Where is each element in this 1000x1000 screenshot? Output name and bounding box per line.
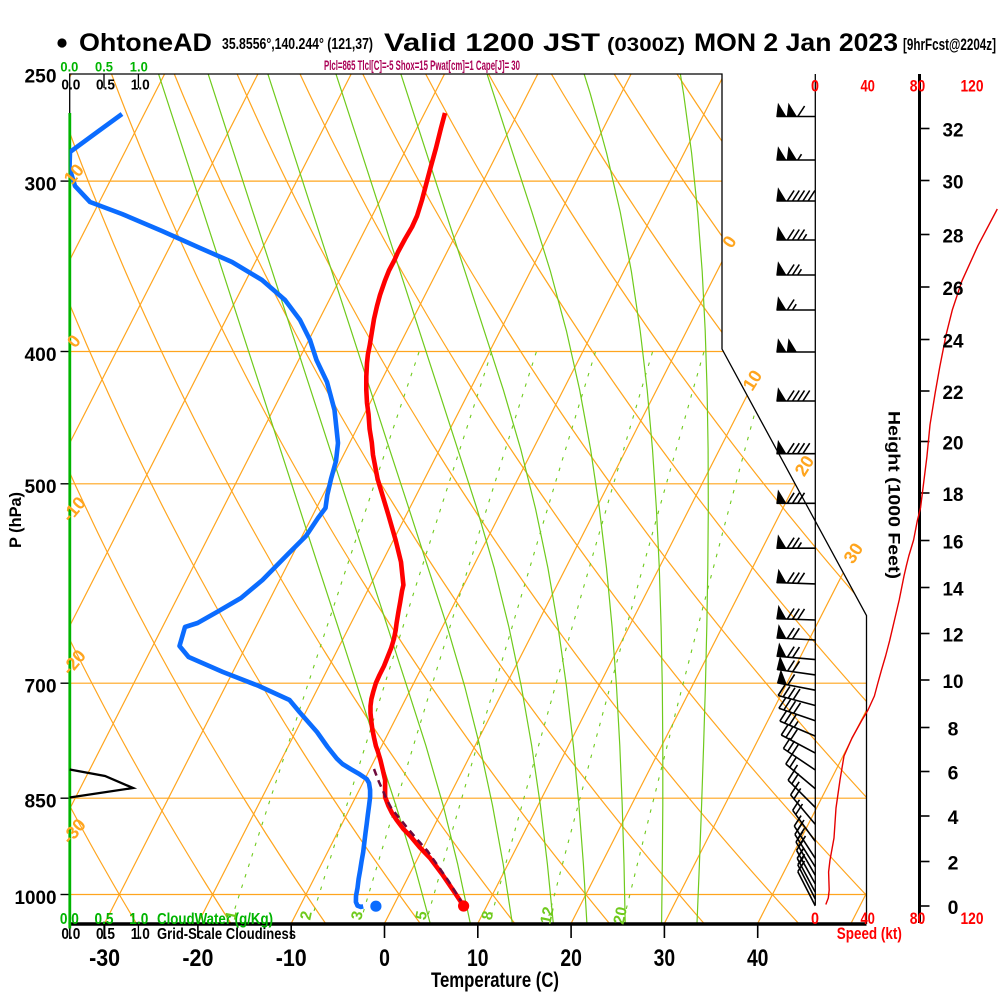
svg-text:8: 8 xyxy=(479,909,497,921)
svg-text:0.5: 0.5 xyxy=(95,911,114,928)
svg-text:Speed (kt): Speed (kt) xyxy=(837,924,902,943)
svg-text:20: 20 xyxy=(611,905,631,925)
svg-text:18: 18 xyxy=(943,485,964,506)
svg-text:5: 5 xyxy=(413,909,431,921)
svg-text:28: 28 xyxy=(943,227,964,248)
svg-text:0.0: 0.0 xyxy=(61,926,80,943)
svg-text:80: 80 xyxy=(910,76,926,95)
svg-text:12: 12 xyxy=(537,905,557,925)
svg-text:40: 40 xyxy=(860,909,875,928)
svg-text:Height (1000 Feet): Height (1000 Feet) xyxy=(885,411,904,579)
svg-text:0: 0 xyxy=(811,76,819,95)
svg-text:0: 0 xyxy=(948,898,959,919)
svg-text:Plcl=865 Tlcl[C]=-5 Shox=15 Pw: Plcl=865 Tlcl[C]=-5 Shox=15 Pwat[cm]=1 C… xyxy=(324,57,520,73)
svg-text:10: 10 xyxy=(467,945,489,972)
svg-text:40: 40 xyxy=(860,76,875,95)
svg-text:CloudWater (g/Kg): CloudWater (g/Kg) xyxy=(157,911,273,928)
svg-text:30: 30 xyxy=(654,945,676,972)
svg-text:0.5: 0.5 xyxy=(96,926,115,943)
svg-text:0.5: 0.5 xyxy=(96,77,115,93)
svg-text:1000: 1000 xyxy=(15,887,57,909)
svg-text:22: 22 xyxy=(943,383,964,404)
svg-text:850: 850 xyxy=(25,791,57,813)
svg-text:12: 12 xyxy=(943,626,964,647)
svg-text:20: 20 xyxy=(943,434,964,455)
svg-text:OhtoneAD: OhtoneAD xyxy=(79,29,212,57)
svg-text:1: 1 xyxy=(222,909,240,921)
svg-text:[9hrFcst@2204z]: [9hrFcst@2204z] xyxy=(903,35,996,54)
svg-text:26: 26 xyxy=(943,279,964,300)
svg-text:0.0: 0.0 xyxy=(60,59,78,74)
svg-text:0: 0 xyxy=(811,909,819,928)
svg-text:40: 40 xyxy=(747,945,769,972)
svg-text:Temperature (C): Temperature (C) xyxy=(431,969,559,992)
svg-text:16: 16 xyxy=(943,533,964,554)
svg-text:80: 80 xyxy=(910,909,926,928)
svg-text:1.0: 1.0 xyxy=(129,911,148,928)
svg-text:500: 500 xyxy=(25,476,57,498)
svg-text:1.0: 1.0 xyxy=(130,59,148,74)
svg-text:0.0: 0.0 xyxy=(61,77,80,93)
svg-text:20: 20 xyxy=(560,945,582,972)
svg-text:P (hPa): P (hPa) xyxy=(6,492,25,548)
svg-text:120: 120 xyxy=(961,76,984,95)
svg-text:24: 24 xyxy=(943,332,964,353)
svg-text:-30: -30 xyxy=(89,945,120,972)
svg-text:0.5: 0.5 xyxy=(95,59,113,74)
svg-text:35.8556°,140.244° (121,37): 35.8556°,140.244° (121,37) xyxy=(222,36,373,53)
svg-text:120: 120 xyxy=(961,909,984,928)
svg-text:Valid 1200 JST: Valid 1200 JST xyxy=(384,29,600,57)
svg-text:1.0: 1.0 xyxy=(131,77,150,93)
svg-text:10: 10 xyxy=(943,672,964,693)
svg-text:250: 250 xyxy=(25,65,57,87)
svg-text:30: 30 xyxy=(943,173,964,194)
svg-text:(0300Z): (0300Z) xyxy=(607,34,685,56)
svg-text:-20: -20 xyxy=(182,945,213,972)
svg-text:0: 0 xyxy=(379,945,390,972)
svg-text:3: 3 xyxy=(348,909,366,921)
svg-text:MON 2 Jan 2023: MON 2 Jan 2023 xyxy=(694,29,898,57)
svg-text:2: 2 xyxy=(297,910,315,922)
svg-text:0.0: 0.0 xyxy=(60,911,79,928)
svg-text:1.0: 1.0 xyxy=(131,926,150,943)
svg-text:4: 4 xyxy=(948,808,959,829)
svg-text:6: 6 xyxy=(948,764,959,785)
svg-text:300: 300 xyxy=(25,173,57,195)
svg-text:400: 400 xyxy=(25,344,57,366)
svg-text:8: 8 xyxy=(948,720,959,741)
svg-text:14: 14 xyxy=(943,580,964,601)
svg-text:-10: -10 xyxy=(276,945,307,972)
svg-text:700: 700 xyxy=(25,675,57,697)
svg-text:32: 32 xyxy=(943,121,964,142)
svg-text:2: 2 xyxy=(948,854,959,875)
svg-text:Grid-Scale Cloudiness: Grid-Scale Cloudiness xyxy=(157,926,296,943)
